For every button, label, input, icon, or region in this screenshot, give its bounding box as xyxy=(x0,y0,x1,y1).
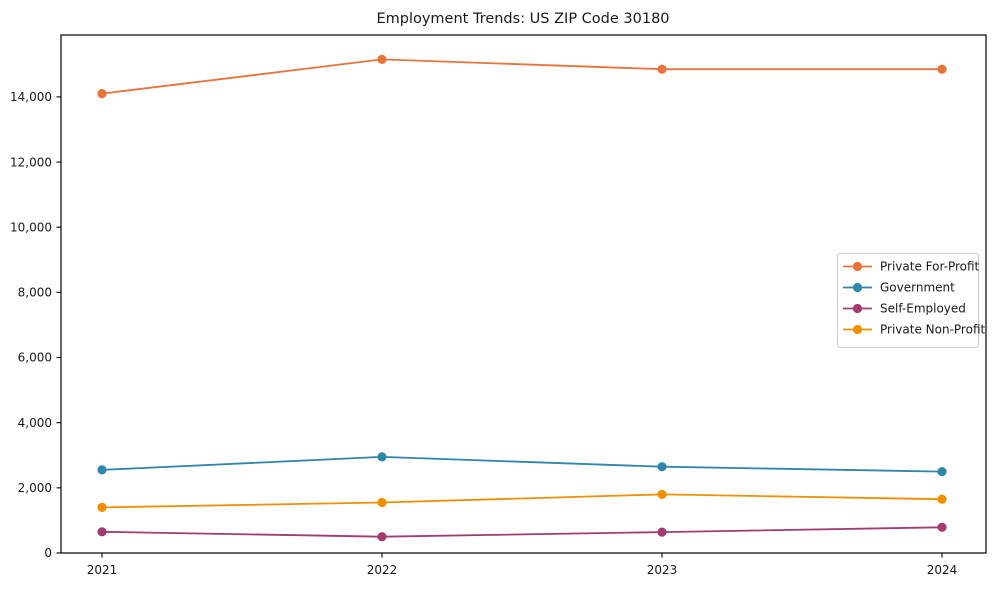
y-tick-label: 10,000 xyxy=(10,220,52,234)
data-point xyxy=(97,89,107,99)
series-line xyxy=(101,493,943,509)
y-tick-label: 8,000 xyxy=(18,286,52,300)
x-tick-label: 2021 xyxy=(87,563,118,577)
data-point xyxy=(937,494,947,504)
data-point xyxy=(657,489,667,499)
legend-marker-dot xyxy=(852,282,863,293)
data-point xyxy=(377,452,387,462)
series-line xyxy=(101,526,943,538)
series-private-non-profit xyxy=(97,489,947,512)
y-tick-label: 6,000 xyxy=(18,351,52,365)
y-tick-label: 14,000 xyxy=(10,90,52,104)
data-point xyxy=(937,467,947,477)
data-point xyxy=(97,527,107,537)
legend-label: Private For-Profit xyxy=(880,260,980,274)
x-axis: 2021 2022 2023 2024 xyxy=(87,553,958,577)
data-point xyxy=(937,64,947,74)
legend-box xyxy=(837,253,979,348)
legend-item: Private Non-Profit xyxy=(843,323,986,337)
data-point xyxy=(97,465,107,475)
series-government xyxy=(97,452,947,477)
y-tick-label: 0 xyxy=(44,546,52,560)
data-point xyxy=(657,527,667,537)
legend-marker-dot xyxy=(852,303,863,314)
legend-item: Private For-Profit xyxy=(843,260,980,274)
legend-item: Self-Employed xyxy=(843,302,966,316)
data-point xyxy=(97,502,107,512)
data-point xyxy=(377,497,387,508)
plot-frame xyxy=(60,34,987,554)
data-series xyxy=(97,54,947,542)
y-tick-label: 4,000 xyxy=(18,416,52,430)
legend-label: Private Non-Profit xyxy=(880,323,986,337)
legend-marker-dot xyxy=(852,261,863,272)
data-point xyxy=(657,462,667,472)
series-private-for-profit xyxy=(97,54,947,99)
y-axis: 0 2,000 4,000 6,000 8,000 10,000 12,000 14,000 xyxy=(10,90,61,560)
x-tick-label: 2022 xyxy=(367,563,398,577)
data-point xyxy=(937,522,947,532)
legend: Private For-Profit Government Self-Employe… xyxy=(837,253,986,348)
legend-label: Government xyxy=(880,281,955,295)
x-tick-label: 2024 xyxy=(927,563,958,577)
axes-spines xyxy=(60,34,987,554)
data-point xyxy=(377,54,387,64)
series-self-employed xyxy=(97,522,947,542)
legend-item: Government xyxy=(843,281,955,295)
y-tick-label: 2,000 xyxy=(18,481,52,495)
legend-label: Self-Employed xyxy=(880,302,966,316)
legend-marker-dot xyxy=(852,324,863,335)
x-tick-label: 2023 xyxy=(647,563,678,577)
series-line xyxy=(101,58,943,95)
data-point xyxy=(657,64,667,74)
y-tick-label: 12,000 xyxy=(10,155,52,169)
series-line xyxy=(101,455,943,473)
chart-title: Employment Trends: US ZIP Code 30180 xyxy=(376,11,669,27)
data-point xyxy=(377,532,387,542)
